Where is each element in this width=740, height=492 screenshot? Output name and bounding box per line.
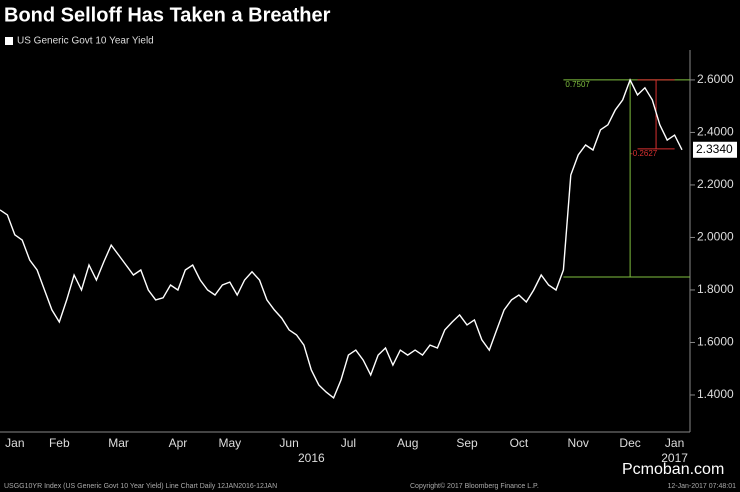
- x-tick-label: Apr: [169, 436, 188, 450]
- x-tick-label: Dec: [619, 436, 640, 450]
- chart-title: Bond Selloff Has Taken a Breather: [4, 4, 331, 26]
- x-tick-label: Nov: [568, 436, 589, 450]
- y-tick-label: 2.4000: [697, 125, 734, 139]
- y-tick-label: 2.6000: [697, 72, 734, 86]
- footer-timestamp: 12-Jan-2017 07:48:01: [668, 483, 737, 490]
- x-tick-label: Feb: [49, 436, 70, 450]
- x-tick-label: Sep: [456, 436, 478, 450]
- legend-swatch: [5, 37, 13, 45]
- watermark: Pcmoban.com: [622, 461, 724, 478]
- last-value-box: [693, 141, 737, 158]
- y-tick-label: 1.4000: [697, 387, 734, 401]
- x-tick-label: Mar: [108, 436, 129, 450]
- x-tick-label: Aug: [397, 436, 418, 450]
- annotation-label: 0.7507: [565, 80, 590, 89]
- x-tick-label: May: [218, 436, 241, 450]
- y-tick-label: 1.8000: [697, 282, 734, 296]
- x-tick-label: Oct: [510, 436, 529, 450]
- x-group-label: 2016: [298, 451, 325, 465]
- x-tick-label: Jul: [341, 436, 356, 450]
- footer-left: USGG10YR Index (US Generic Govt 10 Year …: [4, 483, 277, 490]
- y-tick-label: 2.0000: [697, 230, 734, 244]
- footer-copyright: Copyright© 2017 Bloomberg Finance L.P.: [410, 482, 539, 490]
- y-tick-label: 2.2000: [697, 177, 734, 191]
- annotation-label: -0.2627: [630, 149, 658, 158]
- x-group-label: 2017: [661, 451, 688, 465]
- x-tick-label: Jan: [5, 436, 24, 450]
- series-line: [0, 78, 683, 400]
- legend-label: US Generic Govt 10 Year Yield: [17, 36, 154, 47]
- x-tick-label: Jun: [279, 436, 298, 450]
- x-tick-label: Jan: [665, 436, 684, 450]
- y-tick-label: 1.6000: [697, 335, 734, 349]
- last-value-label: 2.3340: [696, 142, 733, 156]
